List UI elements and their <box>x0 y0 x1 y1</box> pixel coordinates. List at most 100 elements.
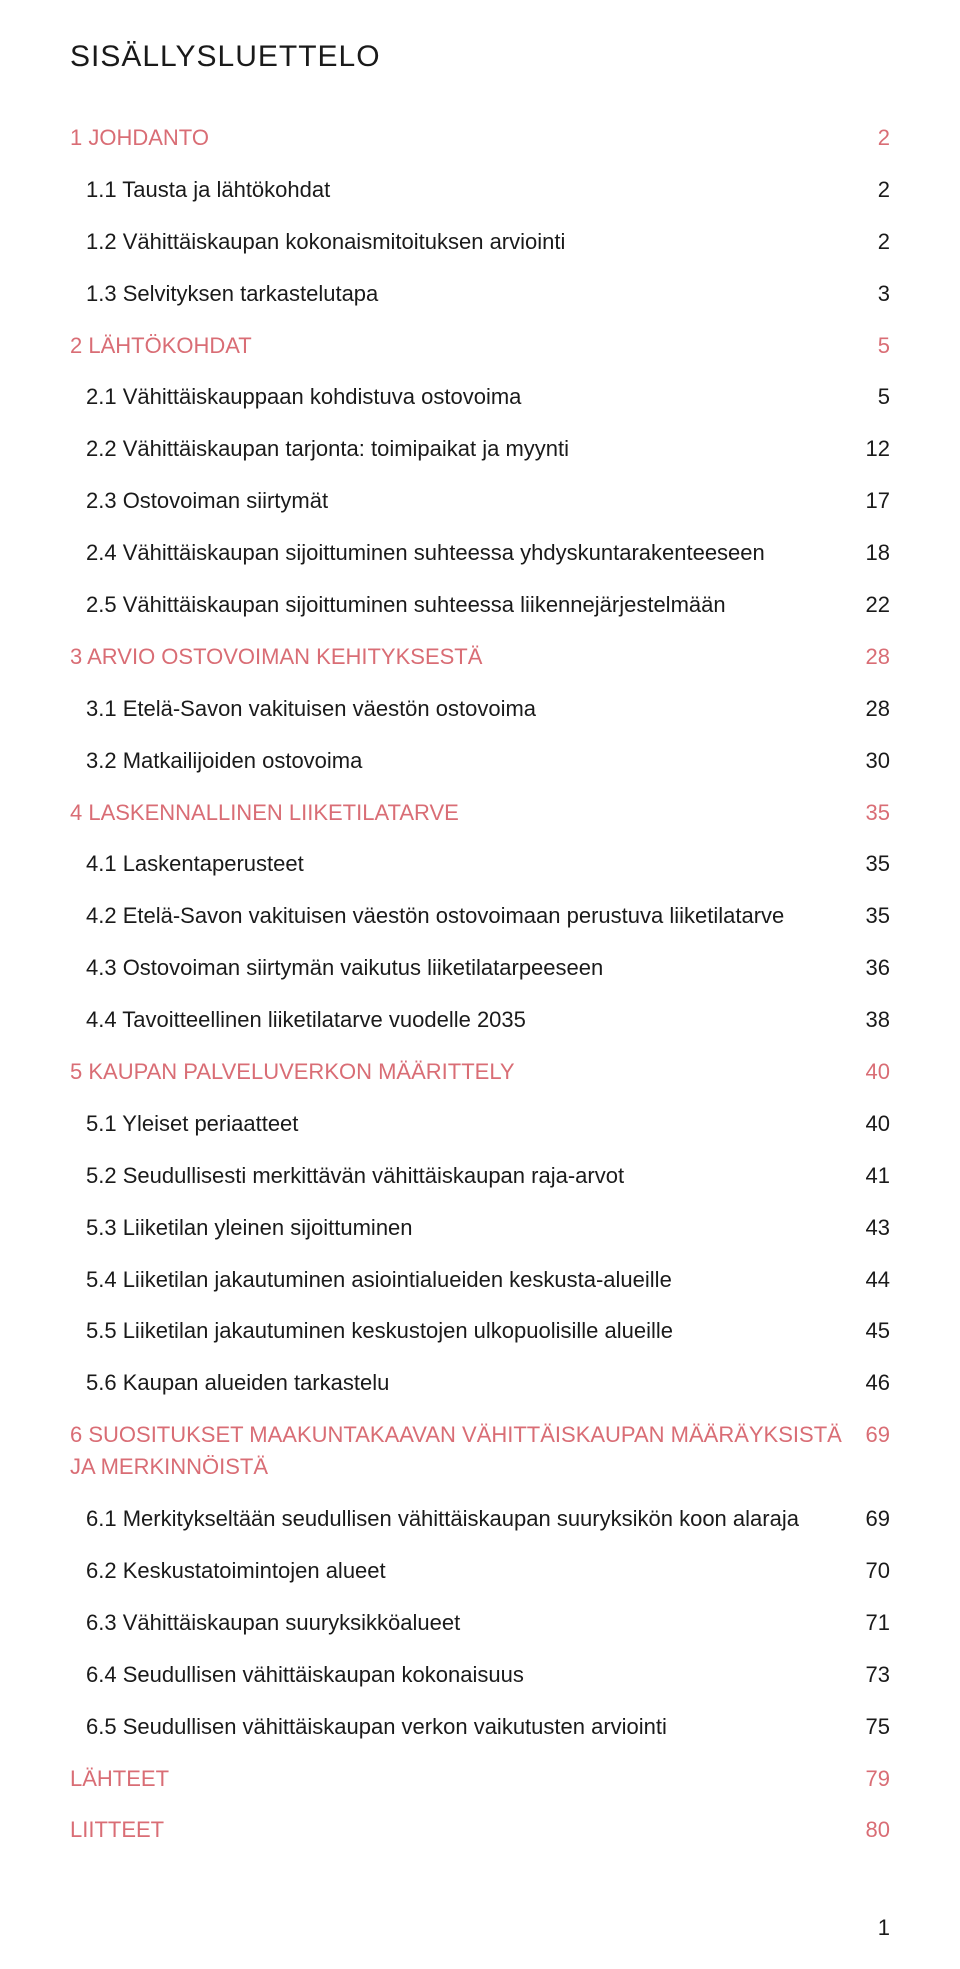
toc-heading-entry: 6 SUOSITUKSET MAAKUNTAKAAVAN VÄHITTÄISKA… <box>70 1419 890 1483</box>
toc-entry-page: 30 <box>854 745 890 777</box>
toc-sub-entry: 3.2 Matkailijoiden ostovoima30 <box>70 745 890 777</box>
toc-entry-page: 38 <box>854 1004 890 1036</box>
toc-heading-entry: LÄHTEET79 <box>70 1763 890 1795</box>
toc-entry-page: 12 <box>854 433 890 465</box>
toc-entry-label: 2.1 Vähittäiskauppaan kohdistuva ostovoi… <box>86 381 854 413</box>
toc-entry-page: 22 <box>854 589 890 621</box>
toc-entry-page: 45 <box>854 1315 890 1347</box>
toc-sub-entry: 5.3 Liiketilan yleinen sijoittuminen43 <box>70 1212 890 1244</box>
toc-entry-label: 2.5 Vähittäiskaupan sijoittuminen suhtee… <box>86 589 854 621</box>
toc-entry-label: 6.1 Merkitykseltään seudullisen vähittäi… <box>86 1503 854 1535</box>
toc-entry-page: 2 <box>854 122 890 154</box>
toc-sub-entry: 5.6 Kaupan alueiden tarkastelu46 <box>70 1367 890 1399</box>
toc-entry-page: 40 <box>854 1056 890 1088</box>
toc-entry-label: 4.1 Laskentaperusteet <box>86 848 854 880</box>
toc-entry-page: 2 <box>854 174 890 206</box>
toc-entry-page: 79 <box>854 1763 890 1795</box>
toc-heading-entry: 5 KAUPAN PALVELUVERKON MÄÄRITTELY40 <box>70 1056 890 1088</box>
toc-entry-page: 43 <box>854 1212 890 1244</box>
toc-sub-entry: 2.5 Vähittäiskaupan sijoittuminen suhtee… <box>70 589 890 621</box>
toc-entry-page: 69 <box>854 1419 890 1451</box>
toc-entry-label: 1.2 Vähittäiskaupan kokonaismitoituksen … <box>86 226 854 258</box>
toc-entry-page: 28 <box>854 693 890 725</box>
toc-entry-page: 70 <box>854 1555 890 1587</box>
toc-sub-entry: 1.3 Selvityksen tarkastelutapa3 <box>70 278 890 310</box>
toc-entry-page: 44 <box>854 1264 890 1296</box>
toc-entry-page: 35 <box>854 900 890 932</box>
toc-sub-entry: 2.2 Vähittäiskaupan tarjonta: toimipaika… <box>70 433 890 465</box>
toc-sub-entry: 4.4 Tavoitteellinen liiketilatarve vuode… <box>70 1004 890 1036</box>
toc-sub-entry: 1.1 Tausta ja lähtökohdat2 <box>70 174 890 206</box>
toc-heading-entry: 1 JOHDANTO2 <box>70 122 890 154</box>
toc-entry-label: 2.2 Vähittäiskaupan tarjonta: toimipaika… <box>86 433 854 465</box>
toc-sub-entry: 5.4 Liiketilan jakautuminen asiointialue… <box>70 1264 890 1296</box>
toc-entry-label: 4.2 Etelä-Savon vakituisen väestön ostov… <box>86 900 854 932</box>
toc-entry-page: 46 <box>854 1367 890 1399</box>
toc-heading-entry: 3 ARVIO OSTOVOIMAN KEHITYKSESTÄ28 <box>70 641 890 673</box>
toc-entry-label: 2.4 Vähittäiskaupan sijoittuminen suhtee… <box>86 537 854 569</box>
toc-entry-page: 5 <box>854 381 890 413</box>
toc-entry-label: 5.5 Liiketilan jakautuminen keskustojen … <box>86 1315 854 1347</box>
toc-entry-label: 5.1 Yleiset periaatteet <box>86 1108 854 1140</box>
toc-entry-page: 36 <box>854 952 890 984</box>
toc-entry-page: 71 <box>854 1607 890 1639</box>
toc-entry-label: 6.5 Seudullisen vähittäiskaupan verkon v… <box>86 1711 854 1743</box>
toc-entry-page: 28 <box>854 641 890 673</box>
toc-sub-entry: 5.1 Yleiset periaatteet40 <box>70 1108 890 1140</box>
toc-sub-entry: 6.5 Seudullisen vähittäiskaupan verkon v… <box>70 1711 890 1743</box>
toc-entry-label: 3.2 Matkailijoiden ostovoima <box>86 745 854 777</box>
footer-page-number: 1 <box>878 1915 890 1941</box>
toc-sub-entry: 6.4 Seudullisen vähittäiskaupan kokonais… <box>70 1659 890 1691</box>
toc-entry-label: 6.3 Vähittäiskaupan suuryksikköalueet <box>86 1607 854 1639</box>
toc-entry-label: 4 LASKENNALLINEN LIIKETILATARVE <box>70 797 854 829</box>
toc-sub-entry: 6.1 Merkitykseltään seudullisen vähittäi… <box>70 1503 890 1535</box>
toc-entry-label: 6 SUOSITUKSET MAAKUNTAKAAVAN VÄHITTÄISKA… <box>70 1419 854 1483</box>
toc-entry-page: 80 <box>854 1814 890 1846</box>
toc-sub-entry: 4.3 Ostovoiman siirtymän vaikutus liiket… <box>70 952 890 984</box>
toc-entry-page: 2 <box>854 226 890 258</box>
toc-entry-label: 4.3 Ostovoiman siirtymän vaikutus liiket… <box>86 952 854 984</box>
toc-entry-label: 5.6 Kaupan alueiden tarkastelu <box>86 1367 854 1399</box>
toc-sub-entry: 5.5 Liiketilan jakautuminen keskustojen … <box>70 1315 890 1347</box>
toc-sub-entry: 4.2 Etelä-Savon vakituisen väestön ostov… <box>70 900 890 932</box>
toc-entry-page: 75 <box>854 1711 890 1743</box>
toc-entry-label: 6.2 Keskustatoimintojen alueet <box>86 1555 854 1587</box>
toc-sub-entry: 2.4 Vähittäiskaupan sijoittuminen suhtee… <box>70 537 890 569</box>
toc-entry-label: 2.3 Ostovoiman siirtymät <box>86 485 854 517</box>
toc-entry-label: 1.3 Selvityksen tarkastelutapa <box>86 278 854 310</box>
toc-entry-label: 5.3 Liiketilan yleinen sijoittuminen <box>86 1212 854 1244</box>
toc-entry-page: 41 <box>854 1160 890 1192</box>
toc-entry-label: LIITTEET <box>70 1814 854 1846</box>
toc-sub-entry: 4.1 Laskentaperusteet35 <box>70 848 890 880</box>
toc-entry-label: 6.4 Seudullisen vähittäiskaupan kokonais… <box>86 1659 854 1691</box>
toc-entry-page: 35 <box>854 848 890 880</box>
toc-entry-page: 17 <box>854 485 890 517</box>
toc-sub-entry: 2.1 Vähittäiskauppaan kohdistuva ostovoi… <box>70 381 890 413</box>
toc-entry-label: 1 JOHDANTO <box>70 122 854 154</box>
toc-sub-entry: 6.2 Keskustatoimintojen alueet70 <box>70 1555 890 1587</box>
toc-heading-entry: 4 LASKENNALLINEN LIIKETILATARVE35 <box>70 797 890 829</box>
toc-sub-entry: 2.3 Ostovoiman siirtymät17 <box>70 485 890 517</box>
toc-entry-label: 3 ARVIO OSTOVOIMAN KEHITYKSESTÄ <box>70 641 854 673</box>
toc-entry-label: 5.4 Liiketilan jakautuminen asiointialue… <box>86 1264 854 1296</box>
toc-entry-label: 5 KAUPAN PALVELUVERKON MÄÄRITTELY <box>70 1056 854 1088</box>
toc-entry-page: 5 <box>854 330 890 362</box>
toc-sub-entry: 3.1 Etelä-Savon vakituisen väestön ostov… <box>70 693 890 725</box>
toc-entry-page: 40 <box>854 1108 890 1140</box>
toc-entry-page: 69 <box>854 1503 890 1535</box>
toc-entry-page: 35 <box>854 797 890 829</box>
toc-entry-page: 73 <box>854 1659 890 1691</box>
toc-title: SISÄLLYSLUETTELO <box>70 40 890 74</box>
toc-entry-label: LÄHTEET <box>70 1763 854 1795</box>
toc-entry-label: 5.2 Seudullisesti merkittävän vähittäisk… <box>86 1160 854 1192</box>
toc-entry-page: 3 <box>854 278 890 310</box>
document-page: SISÄLLYSLUETTELO 1 JOHDANTO21.1 Tausta j… <box>0 0 960 1969</box>
toc-entry-label: 3.1 Etelä-Savon vakituisen väestön ostov… <box>86 693 854 725</box>
toc-heading-entry: 2 LÄHTÖKOHDAT5 <box>70 330 890 362</box>
toc-sub-entry: 6.3 Vähittäiskaupan suuryksikköalueet71 <box>70 1607 890 1639</box>
toc-entry-label: 1.1 Tausta ja lähtökohdat <box>86 174 854 206</box>
toc-sub-entry: 5.2 Seudullisesti merkittävän vähittäisk… <box>70 1160 890 1192</box>
toc-sub-entry: 1.2 Vähittäiskaupan kokonaismitoituksen … <box>70 226 890 258</box>
toc-container: 1 JOHDANTO21.1 Tausta ja lähtökohdat21.2… <box>70 122 890 1846</box>
toc-entry-page: 18 <box>854 537 890 569</box>
